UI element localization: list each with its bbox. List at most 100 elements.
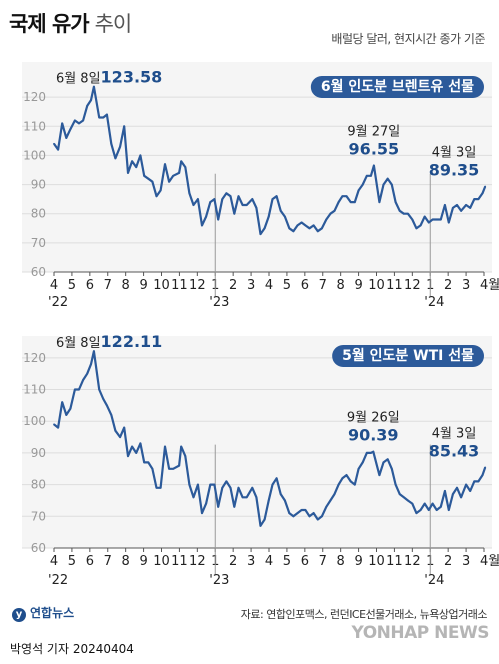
data-point xyxy=(188,192,191,195)
data-point xyxy=(320,515,323,518)
x-tick-label: 7 xyxy=(104,278,112,293)
data-point xyxy=(65,413,68,416)
data-point xyxy=(460,209,462,212)
x-tick-label: 6 xyxy=(86,278,94,293)
data-point xyxy=(205,502,208,505)
x-tick-label: 3 xyxy=(247,554,255,569)
logo-icon: y xyxy=(12,608,26,622)
x-tick-label: 7 xyxy=(319,554,327,569)
y-tick-label: 60 xyxy=(31,265,46,279)
data-point xyxy=(304,509,307,511)
year-label: '23 xyxy=(209,295,229,310)
x-tick-label: 3 xyxy=(247,278,255,293)
data-point xyxy=(151,180,154,183)
data-point xyxy=(361,183,364,186)
data-point xyxy=(481,474,484,477)
plot-background xyxy=(22,336,492,548)
data-point xyxy=(213,483,216,486)
data-point xyxy=(477,480,480,483)
data-point xyxy=(407,212,409,215)
data-point xyxy=(312,224,315,227)
data-point xyxy=(398,493,401,496)
data-point xyxy=(308,227,311,230)
data-point xyxy=(164,445,166,448)
annotation-value: 90.39 xyxy=(348,426,399,445)
data-point xyxy=(296,512,299,515)
data-point xyxy=(245,204,248,206)
data-point xyxy=(386,458,389,461)
data-point xyxy=(402,212,405,215)
x-tick-label: 12 xyxy=(404,554,421,569)
data-point xyxy=(110,142,113,145)
data-point xyxy=(259,233,262,236)
data-point xyxy=(292,230,295,233)
x-tick-label: 12 xyxy=(404,278,421,293)
year-label: '24 xyxy=(424,573,444,588)
data-point xyxy=(465,483,467,486)
x-tick-label: 10 xyxy=(368,278,385,293)
x-tick-label: 9 xyxy=(354,278,362,293)
y-tick-label: 70 xyxy=(31,236,46,250)
data-point xyxy=(151,467,154,470)
data-point xyxy=(263,518,266,521)
data-point xyxy=(255,496,258,499)
data-point xyxy=(233,505,236,508)
annotation-value: 89.35 xyxy=(429,160,480,179)
x-tick-label: 4 xyxy=(50,554,58,569)
annotation-value: 123.58 xyxy=(101,68,163,87)
data-point xyxy=(378,201,381,203)
y-tick-label: 120 xyxy=(23,351,46,365)
data-point xyxy=(197,483,199,486)
chart-title: 6월 인도분 브렌트유 선물 xyxy=(321,78,474,95)
data-point xyxy=(304,224,307,227)
data-point xyxy=(292,515,295,518)
chart-title-badge xyxy=(332,345,484,367)
data-point xyxy=(320,227,323,230)
x-tick-label: 9 xyxy=(139,278,147,293)
data-point xyxy=(69,407,72,410)
x-tick-label: 5 xyxy=(68,278,76,293)
data-point xyxy=(201,512,203,515)
data-point xyxy=(221,486,224,489)
data-point xyxy=(378,474,381,477)
data-point xyxy=(259,524,262,527)
data-point xyxy=(168,180,171,183)
data-point xyxy=(233,212,236,215)
annotation-peak: 6월 8일 122.11 xyxy=(56,332,162,351)
x-tick-label: 8 xyxy=(122,554,130,569)
data-point xyxy=(90,363,92,366)
data-point xyxy=(423,502,426,505)
data-point xyxy=(333,209,336,212)
data-point xyxy=(349,201,352,203)
data-point xyxy=(370,174,372,177)
data-point xyxy=(460,496,462,499)
data-point xyxy=(447,509,450,511)
x-tick-label: 6 xyxy=(301,278,309,293)
y-tick-label: 110 xyxy=(23,383,46,397)
data-point xyxy=(73,119,76,122)
data-point xyxy=(241,204,244,206)
year-label: '24 xyxy=(424,295,444,310)
data-point xyxy=(98,388,101,391)
logo-text: 연합뉴스 xyxy=(30,606,75,620)
data-point xyxy=(431,218,434,221)
x-tick-label: 9 xyxy=(139,554,147,569)
brent-chart-panel: 60 70 80 90 100 110 120 4 5 6 7 8 9 10 11 12 1 2 3 4 5 6 7 8 9 10… xyxy=(0,48,499,310)
data-point xyxy=(435,509,438,511)
data-point xyxy=(57,426,60,429)
data-point xyxy=(135,452,138,454)
data-point xyxy=(341,477,344,480)
data-point xyxy=(423,215,426,218)
data-point xyxy=(251,486,254,489)
data-point xyxy=(114,429,117,432)
data-point xyxy=(164,163,166,166)
data-point xyxy=(82,119,84,122)
annotation-date: 6월 8일 xyxy=(56,336,101,351)
data-point xyxy=(131,160,134,163)
data-point xyxy=(283,215,286,218)
data-point xyxy=(78,388,80,391)
data-point xyxy=(123,426,126,429)
title-text: 국제 유가 xyxy=(9,12,90,36)
